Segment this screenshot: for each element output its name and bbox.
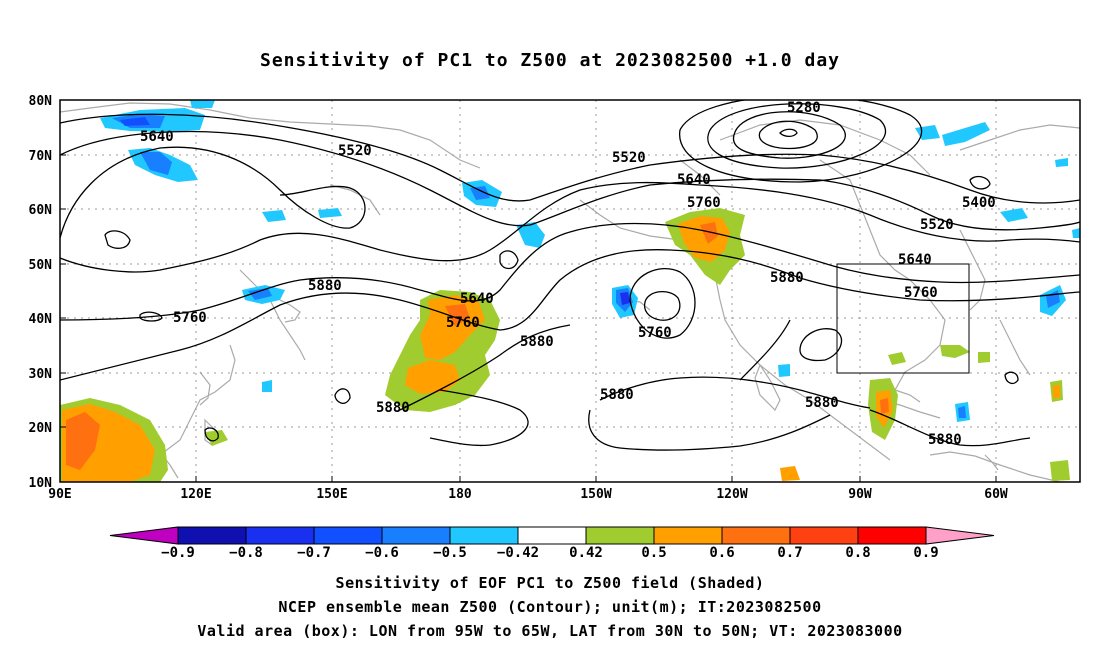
lon-label: 60W: [984, 487, 1008, 502]
lon-label: 120W: [716, 487, 747, 502]
contour-label: 5760: [687, 195, 721, 211]
contour-label: 5640: [677, 172, 711, 188]
lon-label: 90E: [48, 487, 71, 502]
colorbar-swatch: [245, 526, 315, 545]
colorbar-swatch: [789, 526, 859, 545]
colorbar-swatch: [449, 526, 519, 545]
colorbar-swatch: [721, 526, 791, 545]
colorbar-swatch: [381, 526, 451, 545]
lon-labels: 90E 120E 150E 180 150W 120W 90W 60W: [48, 487, 1008, 502]
lat-labels: 80N 70N 60N 50N 40N 30N 20N 10N: [29, 94, 53, 491]
lon-label: 180: [448, 487, 472, 502]
contour-label: 5880: [308, 278, 342, 294]
contour-label: 5880: [600, 387, 634, 403]
colorbar-tick-label: −0.42: [496, 545, 540, 561]
lat-label: 30N: [29, 367, 53, 382]
colorbar-end-low: [109, 526, 179, 545]
colorbar-tick-label: −0.9: [161, 545, 195, 561]
footer-line-2: NCEP ensemble mean Z500 (Contour); unit(…: [278, 598, 822, 616]
contour-label: 5880: [376, 400, 410, 416]
lon-label: 120E: [180, 487, 211, 502]
colorbar-swatch: [857, 526, 927, 545]
contour-label: 5640: [898, 252, 932, 268]
axis-ticks: [59, 99, 997, 483]
colorbar-tick-label: 0.9: [913, 545, 939, 561]
footer-line-3: Valid area (box): LON from 95W to 65W, L…: [197, 622, 903, 640]
valid-area-box: [836, 263, 970, 374]
lat-label: 70N: [29, 149, 53, 164]
footer-line-1: Sensitivity of EOF PC1 to Z500 field (Sh…: [335, 574, 765, 592]
colorbar-tick-label: 0.8: [845, 545, 871, 561]
contour-label: 5520: [612, 150, 646, 166]
contour-label: 5880: [770, 270, 804, 286]
colorbar-tick-label: −0.6: [365, 545, 399, 561]
contour-label: 5520: [338, 143, 372, 159]
map-title: Sensitivity of PC1 to Z500 at 2023082500…: [259, 50, 840, 71]
lon-label: 90W: [848, 487, 872, 502]
contour-label: 5880: [520, 334, 554, 350]
colorbar-tick-label: −0.8: [229, 545, 263, 561]
colorbar-swatch: [585, 526, 655, 545]
colorbar-swatch: [517, 526, 587, 545]
colorbar-swatch: [313, 526, 383, 545]
colorbar-swatch: [653, 526, 723, 545]
contour-label: 5400: [962, 195, 996, 211]
lat-label: 80N: [29, 94, 53, 109]
lat-label: 10N: [29, 476, 53, 491]
contour-label: 5520: [920, 217, 954, 233]
contour-label: 5880: [928, 432, 962, 448]
colorbar-tick-label: 0.5: [641, 545, 667, 561]
lat-label: 60N: [29, 203, 53, 218]
lon-label: 150W: [580, 487, 611, 502]
colorbar-end-high: [925, 526, 995, 545]
colorbar-tick-label: 0.6: [709, 545, 735, 561]
map-border: [59, 99, 1081, 483]
contour-label: 5880: [805, 395, 839, 411]
colorbar-swatch: [177, 526, 247, 545]
colorbar-tick-label: 0.42: [569, 545, 603, 561]
contour-label: 5640: [460, 291, 494, 307]
contour-label: 5760: [638, 325, 672, 341]
contour-label: 5760: [446, 315, 480, 331]
contour-label: 5640: [140, 129, 174, 145]
colorbar-tick-label: −0.5: [433, 545, 467, 561]
lat-label: 40N: [29, 312, 53, 327]
sensitivity-shading: [60, 100, 1080, 482]
colorbar-tick-label: 0.7: [777, 545, 803, 561]
lat-lon-grid: [60, 100, 1080, 482]
contour-label: 5280: [787, 100, 821, 116]
map-background: [60, 100, 1080, 482]
contour-label: 5760: [904, 285, 938, 301]
colorbar-tick-label: −0.7: [297, 545, 331, 561]
contour-label: 5760: [173, 310, 207, 326]
z500-contours: [60, 100, 1080, 451]
lat-label: 20N: [29, 421, 53, 436]
lon-label: 150E: [316, 487, 347, 502]
colorbar: [109, 526, 995, 545]
lat-label: 50N: [29, 258, 53, 273]
